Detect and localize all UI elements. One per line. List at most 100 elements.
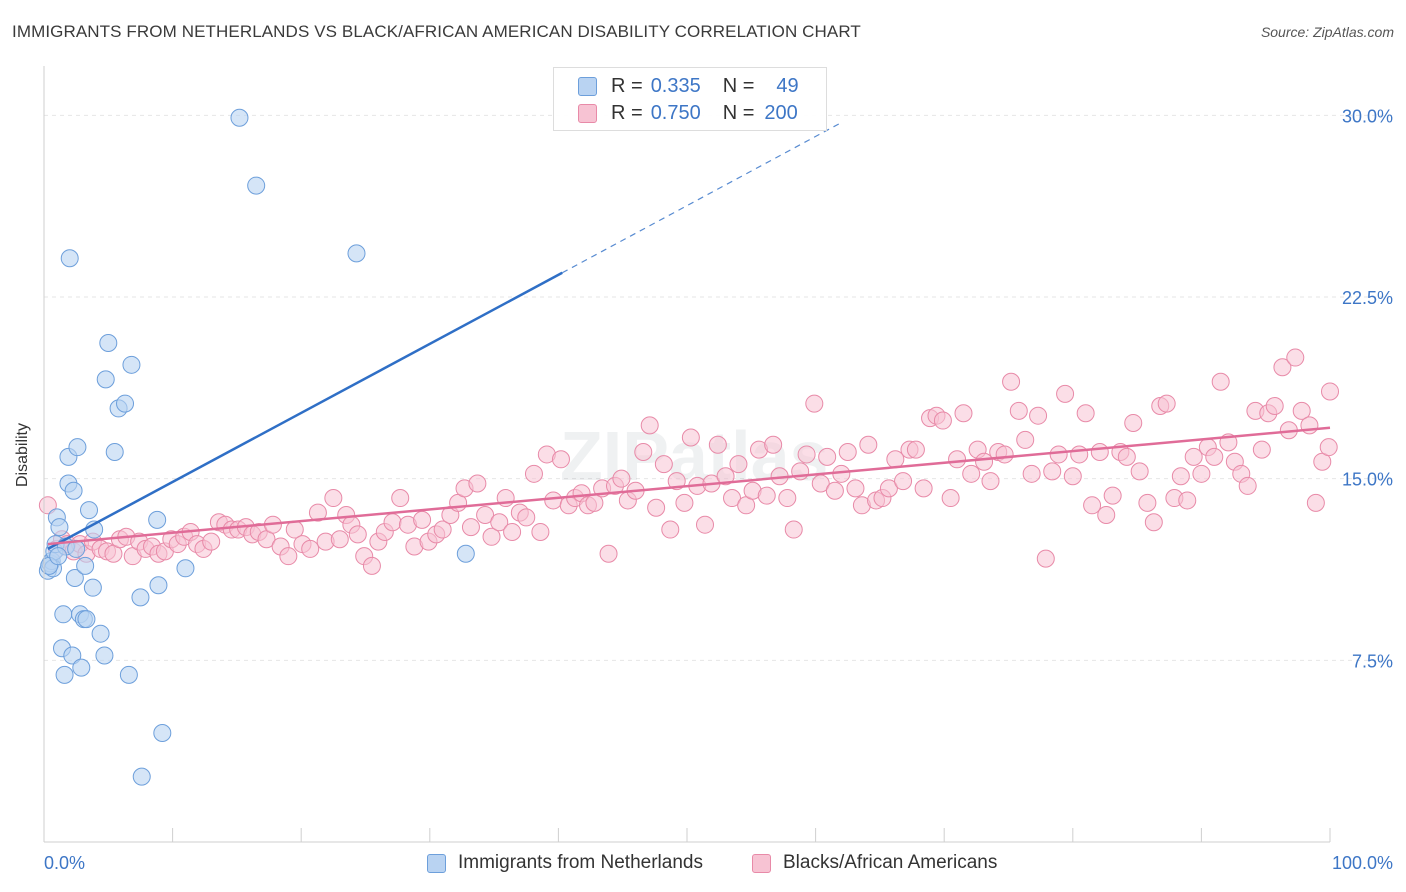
- legend-label: Immigrants from Netherlands: [458, 852, 703, 873]
- data-point-black-african-american: [1083, 496, 1102, 515]
- data-point-black-african-american: [1043, 462, 1062, 481]
- series-immigrants-netherlands: [38, 108, 475, 786]
- data-point-black-african-american: [825, 481, 844, 500]
- blue-swatch: [427, 853, 446, 873]
- trend-line-netherlands: [47, 271, 563, 551]
- data-point-black-african-american: [324, 489, 343, 508]
- data-point-black-african-american: [818, 447, 837, 466]
- data-point-black-african-american: [1273, 358, 1292, 377]
- data-point-black-african-american: [1103, 486, 1122, 505]
- tick-labels: 7.5% 15.0% 22.5% 30.0% 0.0% 100.0%: [44, 106, 1393, 873]
- data-point-netherlands: [347, 244, 366, 263]
- data-point-netherlands: [95, 646, 114, 665]
- y-tick-label: 15.0%: [1342, 470, 1393, 490]
- data-point-netherlands: [116, 394, 135, 413]
- data-point-black-african-american: [531, 522, 550, 541]
- data-point-netherlands: [63, 646, 82, 665]
- data-point-black-african-american: [797, 445, 816, 464]
- data-point-netherlands: [149, 576, 168, 595]
- r-label: R =: [611, 74, 643, 97]
- data-point-black-african-american: [1205, 447, 1224, 466]
- pink-swatch: [752, 853, 771, 873]
- data-point-netherlands: [153, 724, 172, 742]
- data-point-netherlands: [50, 518, 69, 537]
- data-point-black-african-american: [202, 532, 221, 551]
- data-point-black-african-american: [1124, 413, 1143, 432]
- stats-row-pink: R = 0.750 N = 200: [578, 101, 798, 125]
- data-point-black-african-american: [599, 544, 618, 563]
- data-point-black-african-american: [308, 503, 327, 522]
- data-point-black-african-american: [723, 489, 742, 508]
- data-point-black-african-american: [894, 472, 913, 491]
- data-point-black-african-american: [1211, 372, 1230, 391]
- data-point-black-african-american: [1117, 447, 1136, 466]
- y-axis-label: Disability: [14, 422, 31, 488]
- data-point-netherlands: [99, 334, 118, 353]
- data-point-black-african-american: [612, 469, 631, 488]
- data-point-black-african-american: [716, 467, 735, 486]
- data-point-black-african-american: [1286, 348, 1305, 367]
- x-tick-label: 0.0%: [44, 853, 85, 873]
- data-point-black-african-american: [708, 435, 727, 454]
- data-point-black-african-american: [1138, 493, 1157, 512]
- data-point-black-african-american: [362, 556, 381, 575]
- data-point-black-african-american: [517, 508, 536, 527]
- data-point-black-african-american: [1192, 464, 1211, 483]
- data-point-black-african-american: [482, 527, 501, 546]
- data-point-netherlands: [132, 767, 151, 786]
- data-point-black-african-american: [433, 520, 452, 539]
- data-point-black-african-american: [490, 513, 509, 532]
- data-point-black-african-american: [383, 513, 402, 532]
- data-point-black-african-american: [1009, 401, 1028, 420]
- stats-row-blue: R = 0.335 N = 49: [578, 74, 799, 98]
- data-point-black-african-american: [838, 443, 857, 462]
- data-point-black-african-american: [1292, 401, 1311, 420]
- data-point-black-african-american: [1016, 430, 1035, 449]
- data-point-black-african-american: [805, 394, 824, 413]
- legend-item-netherlands[interactable]: Immigrants from Netherlands: [427, 852, 703, 874]
- data-point-black-african-american: [995, 445, 1014, 464]
- data-point-black-african-american: [941, 489, 960, 508]
- n-label: N =: [722, 74, 755, 97]
- data-point-black-african-american: [696, 515, 715, 534]
- data-point-black-african-american: [1070, 445, 1089, 464]
- data-point-netherlands: [60, 249, 79, 268]
- data-point-black-african-american: [279, 547, 298, 566]
- data-point-netherlands: [77, 610, 96, 629]
- data-point-black-african-american: [1036, 549, 1055, 568]
- data-point-black-african-american: [981, 472, 1000, 491]
- data-point-netherlands: [83, 578, 102, 597]
- grid: [44, 114, 1392, 661]
- data-point-black-african-american: [348, 525, 367, 544]
- data-point-black-african-american: [784, 520, 803, 539]
- legend-label: Blacks/African Americans: [783, 852, 998, 873]
- data-point-black-african-american: [1171, 467, 1190, 486]
- data-point-netherlands: [76, 556, 95, 575]
- data-point-netherlands: [55, 665, 74, 684]
- data-point-black-african-american: [764, 435, 783, 454]
- data-point-black-african-american: [948, 450, 967, 469]
- data-point-netherlands: [105, 443, 124, 462]
- data-point-black-african-american: [729, 455, 748, 474]
- data-point-black-african-american: [1321, 382, 1339, 401]
- data-point-black-african-american: [330, 530, 349, 549]
- blue-swatch: [578, 76, 597, 96]
- data-point-netherlands: [72, 658, 91, 677]
- data-point-netherlands: [176, 559, 195, 578]
- data-point-black-african-american: [1130, 462, 1149, 481]
- y-tick-label: 30.0%: [1342, 106, 1393, 126]
- data-point-black-african-american: [640, 416, 659, 435]
- legend-item-black-african-americans[interactable]: Blacks/African Americans: [752, 852, 997, 874]
- chart-title: IMMIGRANTS FROM NETHERLANDS VS BLACK/AFR…: [12, 22, 861, 41]
- data-point-black-african-american: [1076, 404, 1095, 423]
- data-point-netherlands: [96, 370, 115, 389]
- data-point-black-african-american: [461, 518, 480, 537]
- data-point-black-african-american: [301, 539, 320, 558]
- data-point-black-african-american: [1022, 464, 1041, 483]
- data-point-black-african-american: [975, 452, 994, 471]
- data-point-black-african-american: [1090, 443, 1109, 462]
- x-tick-label: 100.0%: [1332, 853, 1393, 873]
- y-tick-label: 7.5%: [1352, 651, 1393, 671]
- data-point-black-african-american: [954, 404, 973, 423]
